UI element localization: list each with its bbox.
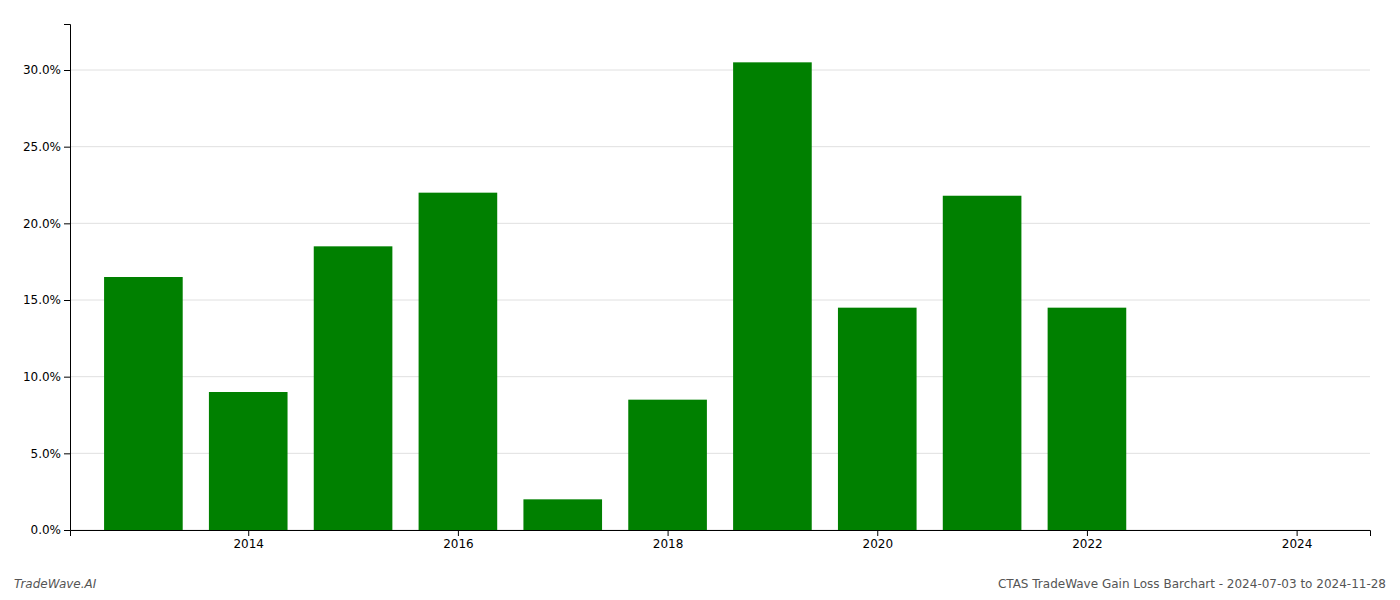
x-tick: 2022 [1072,530,1103,551]
chart: 2014 2016 2018 2020 2022 2024 0.0% 5.0% 10.0% 15.… [0,0,1400,600]
y-tick: 25.0% [23,140,70,154]
bar [838,308,917,530]
y-tick-mark [64,70,70,71]
y-tick-label: 20.0% [23,217,61,231]
grid-line [70,223,1370,224]
x-tick-mark [1297,530,1298,536]
x-tick-label: 2018 [653,537,684,551]
y-tick-label: 30.0% [23,63,61,77]
y-tick-label: 25.0% [23,140,61,154]
bar [1048,308,1127,530]
grid-line [70,70,1370,71]
y-tick: 30.0% [23,63,70,77]
y-tick: 15.0% [23,293,70,307]
x-tick-label: 2022 [1072,537,1103,551]
y-tick-mark [64,530,70,531]
y-tick: 10.0% [23,370,70,384]
x-tick-label: 2016 [443,537,474,551]
y-tick: 20.0% [23,217,70,231]
bar [1152,530,1231,531]
grid-line [70,146,1370,147]
y-tick-label: 10.0% [23,370,61,384]
x-tick-mark [1087,530,1088,536]
x-tick: 2018 [653,530,684,551]
footer-left: TradeWave.AI [14,577,97,591]
y-axis-line [64,25,71,531]
bar [523,499,602,530]
bar [419,193,498,530]
plot: 2014 2016 2018 2020 2022 2024 0.0% 5.0% 10.0% 15.… [23,25,1371,551]
x-tick-mark [877,530,878,536]
y-tick: 0.0% [31,523,71,537]
grid-line [70,300,1370,301]
x-tick-label: 2024 [1282,537,1313,551]
y-tick-mark [64,223,70,224]
x-tick-mark [458,530,459,536]
y-tick-mark [64,300,70,301]
x-tick: 2016 [443,530,474,551]
x-tick: 2020 [862,530,893,551]
x-axis-line [71,531,1371,537]
grid [70,70,1370,530]
bar [943,196,1022,530]
x-tick-mark [248,530,249,536]
y-tick-label: 5.0% [31,447,62,461]
x-tick-label: 2014 [233,537,264,551]
footer-right: CTAS TradeWave Gain Loss Barchart - 2024… [998,577,1386,591]
x-tick: 2014 [233,530,264,551]
x-axis: 2014 2016 2018 2020 2022 2024 [71,530,1371,551]
y-tick-mark [64,377,70,378]
grid-line [70,376,1370,377]
bar [104,277,183,530]
bar [733,62,812,530]
y-tick-mark [64,147,70,148]
bars [104,62,1126,530]
y-tick-mark [64,453,70,454]
y-axis: 0.0% 5.0% 10.0% 15.0% 20.0% 25.0% 30.0% [23,25,71,538]
y-tick-label: 15.0% [23,293,61,307]
y-tick-label: 0.0% [31,523,62,537]
x-tick: 2024 [1282,530,1313,551]
y-tick: 5.0% [31,447,71,461]
bar [209,392,288,530]
bar [314,246,393,530]
x-tick-label: 2020 [862,537,893,551]
bar [628,400,707,530]
x-tick-mark [668,530,669,536]
